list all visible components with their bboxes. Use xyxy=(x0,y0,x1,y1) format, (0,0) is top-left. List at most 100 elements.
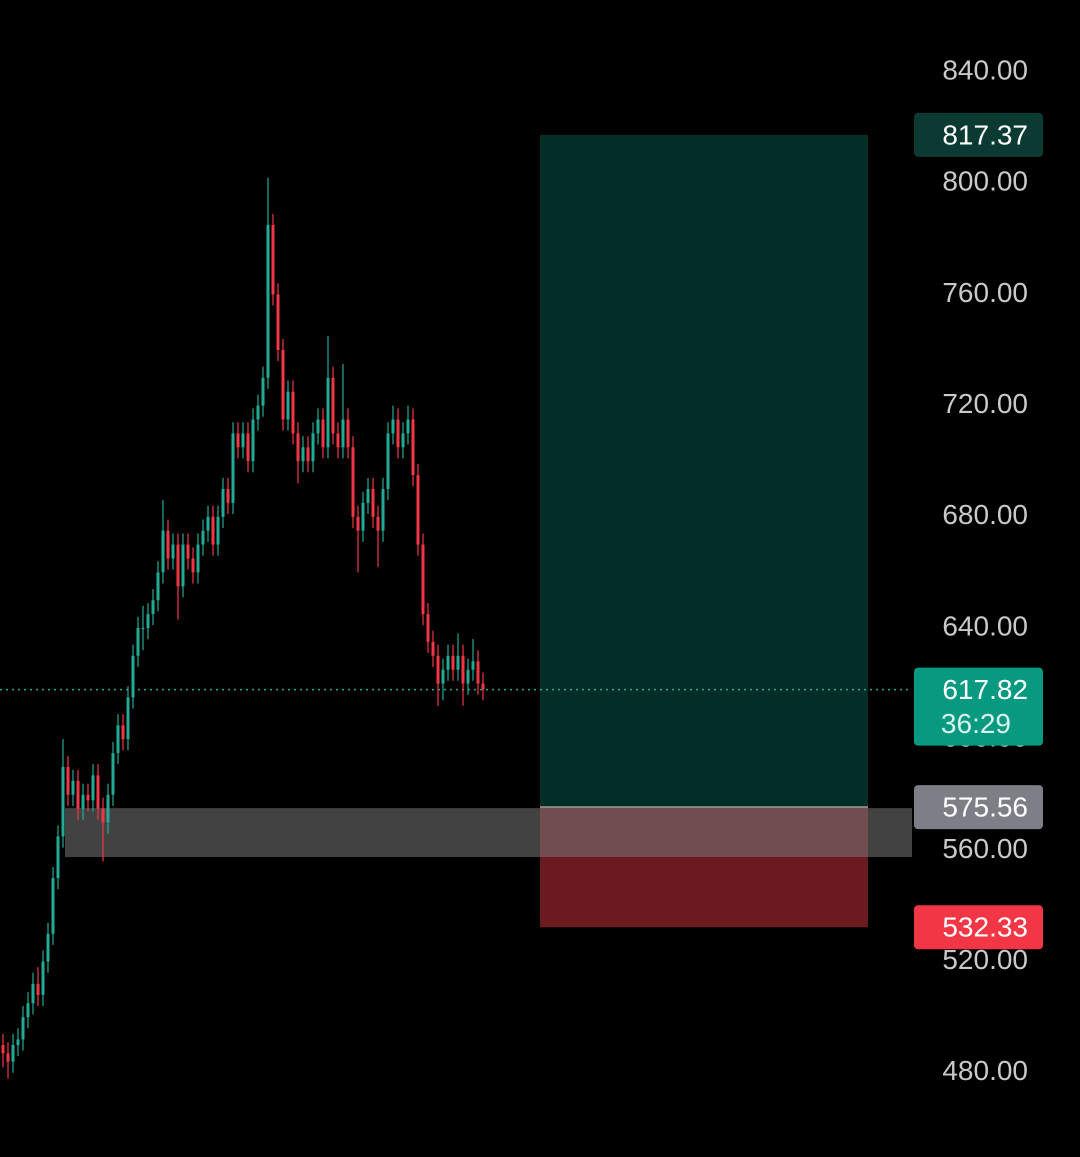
candle-body xyxy=(26,1003,30,1018)
candle-body xyxy=(236,433,240,448)
candle-body xyxy=(196,544,200,573)
candle-body xyxy=(86,794,90,801)
target-zone xyxy=(540,134,868,808)
candle-body xyxy=(386,433,390,489)
candle-body xyxy=(66,766,70,795)
candle-body xyxy=(136,627,140,656)
candle-body xyxy=(186,544,190,559)
y-tick-label: 680.00 xyxy=(942,499,1028,530)
candle-body xyxy=(211,516,215,545)
candle-body xyxy=(116,725,120,754)
entry-price-tag: 575.56 xyxy=(942,792,1028,823)
candle-body xyxy=(251,419,255,462)
candle-body xyxy=(346,419,350,448)
candle-body xyxy=(311,433,315,462)
y-tick-label: 720.00 xyxy=(942,388,1028,419)
candle-body xyxy=(151,600,155,615)
candle-body xyxy=(481,683,485,690)
support-zone xyxy=(65,808,912,858)
countdown: 36:29 xyxy=(941,708,1011,739)
candle-body xyxy=(36,983,40,995)
candle-body xyxy=(231,433,235,503)
candle-body xyxy=(121,725,125,740)
last-price-tag: 617.82 xyxy=(942,674,1028,705)
candle-body xyxy=(356,516,360,531)
y-tick-label: 800.00 xyxy=(942,166,1028,197)
candle-body xyxy=(276,294,280,350)
candle-body xyxy=(226,488,230,503)
candle-body xyxy=(96,775,100,809)
candle-body xyxy=(476,661,480,684)
candle-body xyxy=(76,780,80,809)
candle-body xyxy=(381,488,385,531)
candle-body xyxy=(331,377,335,434)
candle-body xyxy=(56,836,60,879)
y-tick-label: 840.00 xyxy=(942,54,1028,85)
target-price-tag: 817.37 xyxy=(942,119,1028,150)
candle-body xyxy=(46,933,50,962)
candle-body xyxy=(361,502,365,531)
candle-body xyxy=(396,419,400,448)
candle-body xyxy=(316,419,320,434)
stop-price-tag-bg xyxy=(914,905,1043,950)
candle-body xyxy=(261,377,265,406)
candle-body xyxy=(321,419,325,448)
candle-body xyxy=(456,655,460,670)
candle-body xyxy=(416,475,420,545)
candle-body xyxy=(366,488,370,503)
candle-body xyxy=(31,983,35,1004)
candle-body xyxy=(91,775,95,801)
candle-body xyxy=(131,655,135,698)
candle-body xyxy=(351,447,355,517)
candle-body xyxy=(51,878,55,934)
candle-body xyxy=(106,794,110,823)
target-price-tag-bg xyxy=(914,112,1043,157)
stop-price-tag: 532.33 xyxy=(942,912,1028,943)
candle-body xyxy=(341,419,345,448)
candle-body xyxy=(451,655,455,670)
candle-body xyxy=(101,808,105,823)
y-tick-label: 640.00 xyxy=(942,610,1028,641)
candle-body xyxy=(61,766,65,837)
candle-body xyxy=(141,627,145,629)
candle-body xyxy=(111,753,115,795)
candle-body xyxy=(271,224,275,295)
candle-body xyxy=(301,447,305,462)
y-tick-label: 560.00 xyxy=(942,833,1028,864)
candle-body xyxy=(411,419,415,476)
candle-body xyxy=(156,572,160,601)
candle-body xyxy=(11,1044,15,1062)
candle-body xyxy=(441,669,445,684)
candle-body xyxy=(431,641,435,656)
candle-body xyxy=(171,544,175,559)
candle-body xyxy=(296,433,300,462)
candle-body xyxy=(336,433,340,448)
candle-body xyxy=(266,224,270,378)
candle-body xyxy=(191,558,195,573)
candle-body xyxy=(21,1017,25,1040)
candle-body xyxy=(181,544,185,587)
candle-body xyxy=(6,1053,10,1062)
last-price-tag-bg xyxy=(914,667,1043,746)
candle-body xyxy=(256,405,260,420)
candle-body xyxy=(201,530,205,545)
candle-body xyxy=(446,655,450,670)
candle-body xyxy=(81,794,85,809)
y-tick-label: 480.00 xyxy=(942,1055,1028,1086)
candle-body xyxy=(371,488,375,517)
candle-body xyxy=(126,697,130,740)
candle-body xyxy=(16,1039,20,1045)
candle-body xyxy=(286,391,290,420)
entry-price-tag-bg xyxy=(914,785,1043,830)
candle-body xyxy=(471,661,475,670)
y-tick-label: 760.00 xyxy=(942,277,1028,308)
candle-body xyxy=(161,530,165,573)
candle-body xyxy=(246,433,250,462)
candle-body xyxy=(436,655,440,684)
candle-body xyxy=(221,488,225,517)
candle-body xyxy=(326,377,330,448)
candle-body xyxy=(166,530,170,559)
candle-body xyxy=(421,544,425,615)
